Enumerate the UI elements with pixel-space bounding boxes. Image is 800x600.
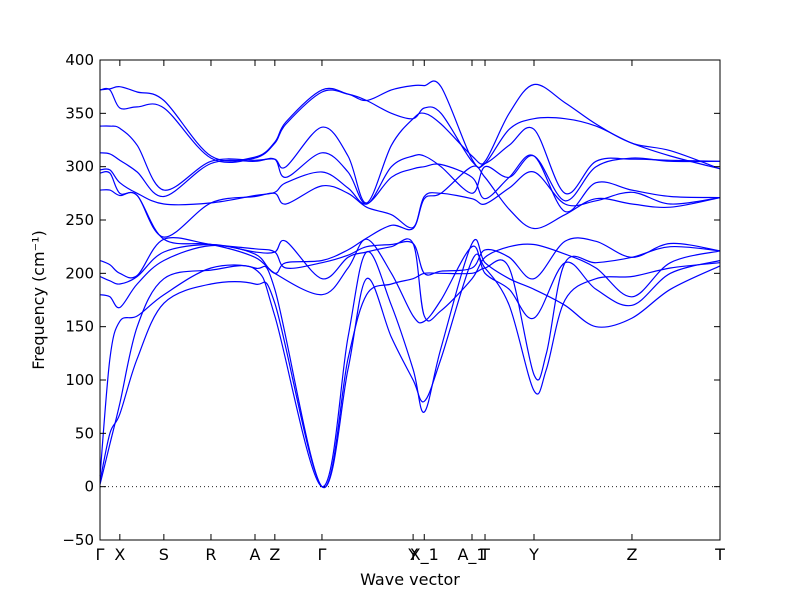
x-tick-label: Z: [269, 545, 280, 564]
x-tick-label: Y: [528, 545, 539, 564]
band-line-9: [99, 154, 721, 213]
x-tick-label: Γ: [317, 545, 326, 564]
band-line-3: [99, 245, 721, 488]
band-line-1: [99, 239, 721, 488]
x-tick-label: T: [714, 545, 725, 564]
x-tick-label: Γ: [96, 545, 105, 564]
band-line-7: [99, 165, 721, 274]
band-line-13: [99, 80, 721, 170]
y-tick-label: 400: [65, 51, 94, 69]
x-axis-label: Wave vector: [360, 570, 460, 589]
y-tick-label: 150: [65, 318, 94, 336]
y-tick-label: 100: [65, 371, 94, 389]
y-tick-label: 350: [65, 104, 94, 122]
x-tick-label: A: [250, 545, 261, 564]
y-tick-label: 0: [84, 478, 94, 496]
x-tick-label: X: [114, 545, 125, 564]
x-tick-label: R: [205, 545, 216, 564]
x-tick-group: Γ X S R A Z Γ YX_1 A_1T Y Z T: [96, 60, 725, 565]
y-tick-label: −50: [62, 531, 94, 549]
x-tick-label: A_1: [457, 545, 486, 565]
band-line-10: [99, 152, 721, 205]
y-tick-label: 300: [65, 158, 94, 176]
y-tick-label: 50: [75, 424, 94, 442]
series-group: [99, 80, 721, 489]
band-line-8: [99, 171, 721, 238]
y-axis-label: Frequency (cm⁻¹): [29, 230, 48, 369]
y-tick-group: −50 0 50 100 150 200 250 300 350 400: [62, 51, 720, 549]
band-line-12: [99, 87, 721, 170]
x-tick-label: X_1: [410, 545, 439, 565]
x-tick-label: Y: [407, 545, 418, 564]
axes-frame: [99, 59, 721, 541]
x-tick-label: Z: [626, 545, 637, 564]
band-line-4: [99, 238, 721, 324]
band-line-5: [99, 238, 721, 322]
x-tick-label: T: [479, 545, 490, 564]
x-tick-label: S: [159, 545, 169, 564]
band-line-2: [99, 253, 721, 489]
y-tick-label: 250: [65, 211, 94, 229]
y-tick-label: 200: [65, 264, 94, 282]
band-line-11: [99, 112, 721, 204]
